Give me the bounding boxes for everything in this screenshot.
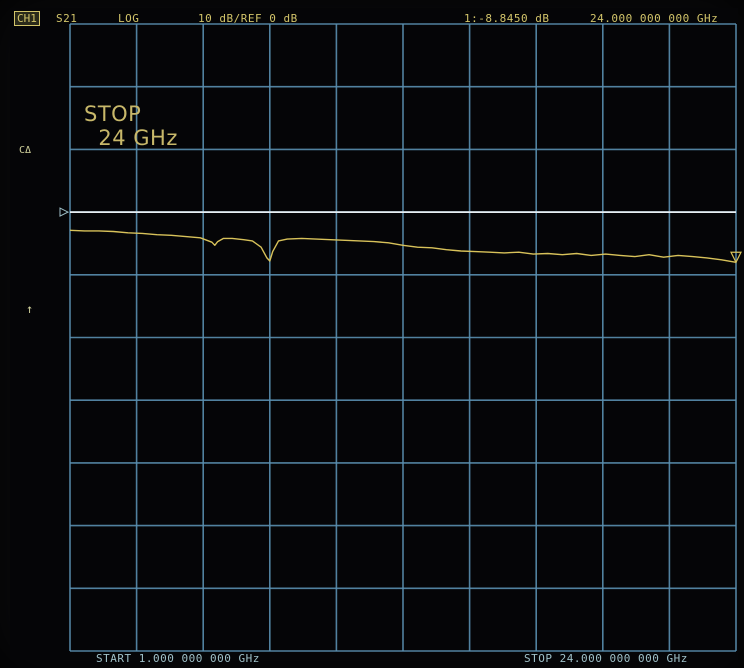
- marker-frequency: 24.000 000 000 GHz: [590, 12, 719, 25]
- start-frequency: START 1.000 000 000 GHz: [96, 652, 260, 665]
- ref-arrow-icon: ↑: [26, 302, 34, 316]
- stop-annotation: STOP 24 GHz: [84, 102, 178, 150]
- stop-annotation-line1: STOP: [84, 102, 142, 126]
- trace-group: [69, 229, 737, 263]
- cal-indicator: CΔ: [19, 145, 32, 156]
- scale-label: 10 dB/REF 0 dB: [198, 12, 298, 25]
- marker-group: [730, 251, 742, 264]
- marker-triangle-icon: [730, 251, 742, 264]
- stop-annotation-line2: 24 GHz: [98, 126, 178, 150]
- reference-line-group: [59, 207, 736, 217]
- format-label: LOG: [118, 12, 140, 25]
- display-area: [10, 8, 738, 660]
- parameter-label: S21: [56, 12, 78, 25]
- trace-line: [69, 229, 737, 263]
- stop-frequency: STOP 24.000 000 000 GHz: [524, 652, 688, 665]
- marker-readout: 1:-8.8450 dB: [464, 12, 550, 25]
- channel-badge: CH1: [14, 11, 40, 26]
- reference-pointer-icon: [59, 207, 70, 217]
- graticule: [69, 23, 737, 652]
